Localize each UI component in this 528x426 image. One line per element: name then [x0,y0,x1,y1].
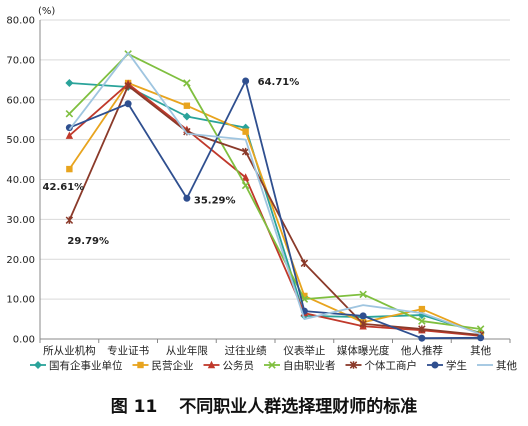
data-point [359,320,367,328]
data-point [418,325,426,333]
y-tick-label: 70.00 [6,55,35,66]
x-tick-label: 其他 [470,344,491,357]
data-point [242,128,249,135]
figure-number: 图 11 [110,397,158,417]
data-point [242,77,250,85]
data-point [301,292,308,300]
series-layer [65,50,485,342]
series-line [68,52,481,330]
legend-label: 公务员 [223,359,255,372]
data-label: 42.61% [43,182,85,193]
y-tick-label: 0.00 [13,335,35,346]
legend-swatch-marker [349,361,358,369]
data-point [183,102,191,109]
legend-label: 学生 [446,359,467,372]
x-tick-label: 仪表举止 [283,344,325,357]
y-tick-label: 50.00 [6,135,35,146]
data-point [477,334,485,342]
legend-swatch-marker [268,361,276,369]
legend-item-5: 学生 [427,359,467,372]
data-point [183,194,191,202]
y-tick-label: 30.00 [6,215,35,226]
data-point [241,173,250,181]
figure-title: 不同职业人群选择理财师的标准 [179,397,418,417]
x-tick-label: 媒体曝光度 [337,344,390,357]
data-point [418,334,426,342]
series-line [68,51,481,336]
legend-item-3: 自由职业者 [264,359,336,372]
data-point [418,305,426,313]
data-point [241,181,250,190]
data-point [124,100,132,108]
x-tick-label: 所从业机构 [43,344,96,357]
legend-item-4: 个体工商户 [345,359,418,372]
x-tick-label: 专业证书 [107,344,149,357]
series-4 [65,82,485,339]
legend-item-6: 其他 [477,359,517,372]
x-tick-label: 从业年限 [166,344,208,357]
legend-label: 其他 [496,359,517,372]
y-tick-label: 60.00 [6,95,35,106]
x-tick-label: 他人推荐 [401,344,443,357]
y-tick-label: 20.00 [6,255,35,266]
data-point [182,112,191,121]
legend-swatch-marker [137,361,144,369]
data-point [183,79,191,87]
legend-item-1: 民营企业 [132,359,194,372]
data-point [66,165,73,173]
data-label: 64.71% [258,77,300,88]
data-label: 35.29% [194,195,236,206]
grid [40,19,510,340]
legend-label: 国有企事业单位 [49,359,123,372]
data-point [124,82,132,90]
data-point [65,79,74,88]
legend-label: 民营企业 [152,359,194,372]
x-tick-label: 过往业绩 [225,344,267,357]
line-chart: (%) 0.00 10.00 20.00 30.00 40.00 50.00 60.00 70… [6,6,517,372]
series-3 [65,50,485,333]
data-point [418,317,426,325]
legend-label: 自由职业者 [283,359,336,372]
y-tick-label: 10.00 [6,295,35,306]
data-label: 29.79% [67,236,109,247]
series-line [68,84,481,336]
legend-swatch-marker [207,360,216,369]
data-point [241,123,250,132]
data-point [476,325,485,333]
series-line [68,82,481,337]
y-unit-label: (%) [38,6,55,17]
data-point [65,109,74,118]
data-point [65,216,74,224]
legend-item-0: 国有企事业单位 [30,359,123,372]
data-point [65,131,74,139]
legend: 国有企事业单位 民营企业 公务员 自由职业者 个体工商户 学生 其他 [30,359,517,372]
y-tick-label: 40.00 [6,175,35,186]
legend-item-2: 公务员 [203,359,255,372]
figure-caption: 图 11 不同职业人群选择理财师的标准 [0,392,528,417]
annotations: 42.61% 29.79% 35.29% 64.71% [43,77,300,247]
data-point [359,290,367,299]
data-point [300,259,309,267]
legend-swatch-marker [431,361,439,369]
series-6 [68,51,481,336]
y-tick-label: 80.00 [6,16,35,27]
series-5 [65,77,485,342]
legend-label: 个体工商户 [365,359,418,372]
legend-swatch-marker [34,361,42,369]
series-line [69,80,481,340]
data-point [359,312,367,320]
data-point [241,147,250,156]
